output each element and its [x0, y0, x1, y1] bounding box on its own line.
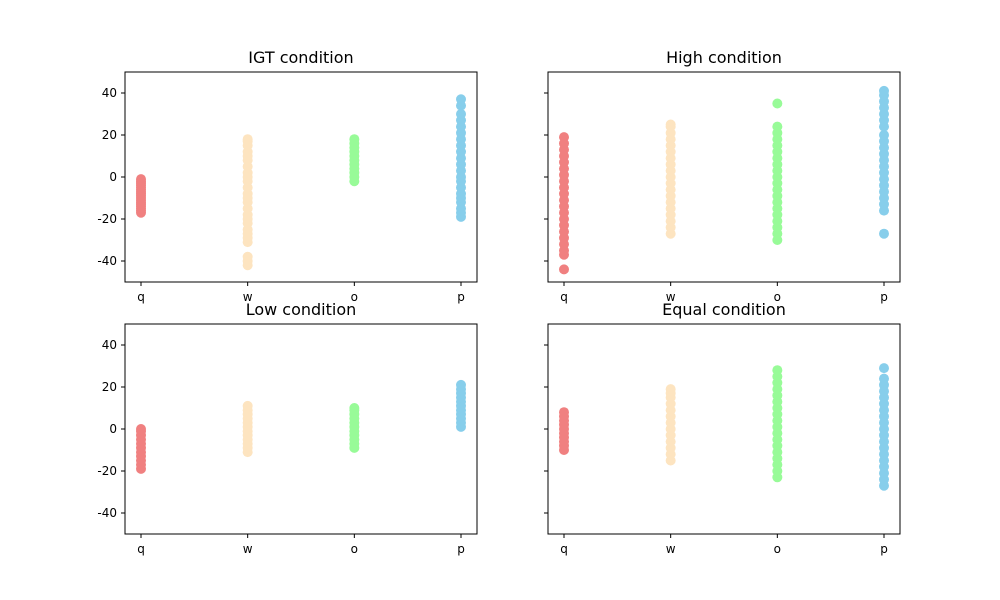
x-tick-label: q — [560, 290, 568, 304]
subplot-title: High condition — [666, 48, 782, 67]
data-point-q — [136, 174, 146, 185]
y-tick-label: 40 — [102, 86, 117, 100]
x-tick-label: w — [666, 290, 676, 304]
data-point-q — [559, 264, 569, 275]
subplot-title: IGT condition — [248, 48, 353, 67]
x-tick-label: o — [774, 542, 781, 556]
data-point-w — [665, 119, 676, 130]
axes-frame — [124, 323, 478, 535]
x-tick-label: w — [243, 290, 253, 304]
y-tick-label: -20 — [97, 212, 117, 226]
y-tick-label: 40 — [102, 338, 117, 352]
data-point-o — [772, 121, 783, 132]
data-point-w — [242, 134, 253, 145]
y-tick-label: 20 — [102, 128, 117, 142]
y-tick-label: 20 — [102, 380, 117, 394]
data-point-q — [559, 407, 569, 418]
subplot-2: q w o p -40 -20 0 20 40 Low condition — [97, 300, 478, 556]
y-tick-label: -40 — [97, 254, 117, 268]
data-point-p — [879, 130, 889, 140]
y-tick-label: 0 — [109, 170, 117, 184]
data-point-o — [772, 365, 783, 376]
y-tick-label: -40 — [97, 506, 117, 520]
x-tick-label: p — [880, 290, 888, 304]
subplot-1: q w o p High condition — [544, 48, 901, 304]
x-tick-label: p — [457, 542, 465, 556]
data-point-o — [349, 403, 360, 413]
subplot-title: Equal condition — [662, 300, 786, 319]
x-tick-label: w — [243, 542, 253, 556]
x-tick-label: o — [351, 542, 358, 556]
subplot-0: q w o p -40 -20 0 20 40 IGT condition — [97, 48, 478, 304]
data-point-o — [772, 98, 783, 109]
data-point-w — [242, 251, 253, 262]
x-tick-label: o — [774, 290, 781, 304]
axes-frame — [124, 71, 478, 283]
x-tick-label: p — [880, 542, 888, 556]
data-point-p — [879, 373, 889, 384]
subplot-title: Low condition — [246, 300, 357, 319]
x-tick-label: p — [457, 290, 465, 304]
data-point-p — [879, 85, 889, 96]
x-tick-label: o — [351, 290, 358, 304]
x-tick-label: q — [137, 542, 145, 556]
data-point-p — [456, 109, 466, 119]
data-point-p — [879, 363, 889, 374]
y-tick-label: 0 — [109, 422, 117, 436]
data-point-q — [136, 424, 146, 434]
axes-frame — [547, 71, 901, 283]
data-point-w — [242, 400, 253, 411]
data-point-p — [456, 379, 466, 390]
data-point-o — [349, 134, 360, 145]
data-point-q — [559, 132, 569, 143]
x-tick-label: q — [560, 542, 568, 556]
axes-frame — [547, 323, 901, 535]
subplot-3: q w o p Equal condition — [544, 300, 901, 556]
data-point-w — [665, 384, 676, 395]
x-tick-label: q — [137, 290, 145, 304]
data-point-p — [456, 94, 466, 105]
x-tick-label: w — [666, 542, 676, 556]
y-tick-label: -20 — [97, 464, 117, 478]
data-point-p — [879, 228, 889, 239]
